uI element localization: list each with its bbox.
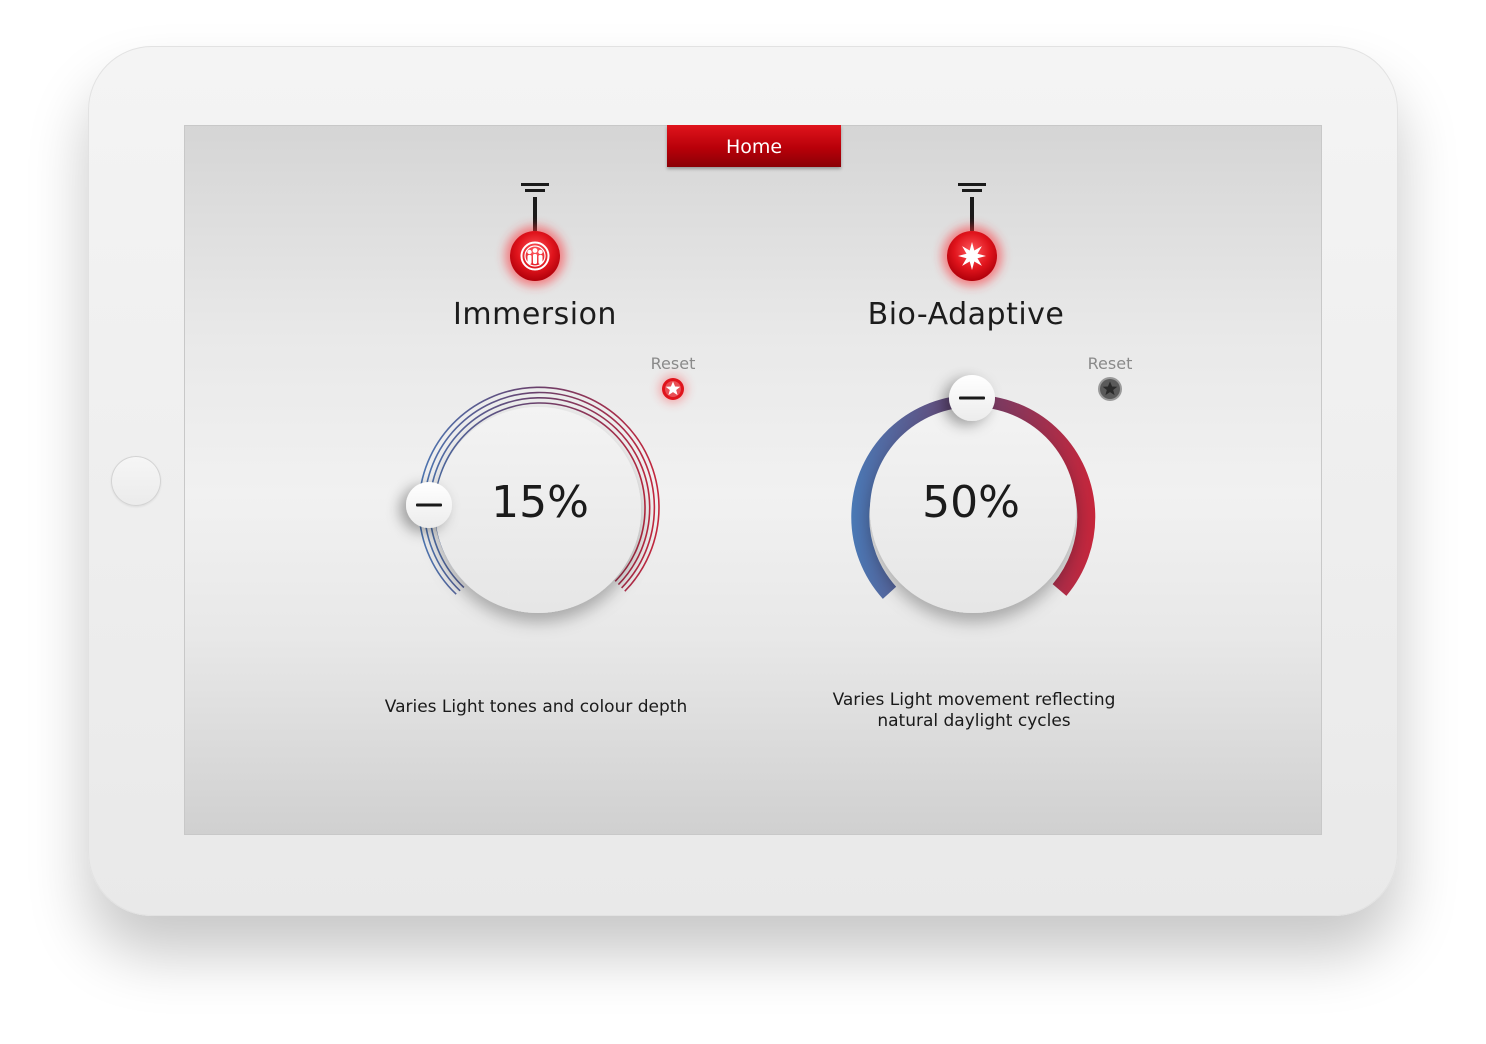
star-icon (665, 381, 681, 396)
bio-adaptive-value: 50% (922, 477, 1020, 528)
immersion-value: 15% (491, 477, 589, 528)
immersion-reset-label[interactable]: Reset (650, 354, 696, 373)
sunburst-icon[interactable] (958, 242, 986, 270)
bio-adaptive-reset-button[interactable] (1098, 377, 1122, 401)
bio-adaptive-description-line2: natural daylight cycles (877, 711, 1071, 731)
bio-adaptive-dial[interactable] (870, 407, 1076, 613)
home-tab[interactable]: Home (667, 125, 841, 167)
immersion-description: Varies Light tones and colour depth (384, 697, 688, 717)
immersion-title: Immersion (453, 297, 617, 332)
immersion-knob[interactable] (406, 482, 452, 528)
minus-icon (416, 503, 442, 507)
bio-adaptive-reset-label[interactable]: Reset (1087, 354, 1133, 373)
immersion-dial[interactable] (435, 407, 641, 613)
immersion-panel (406, 183, 687, 613)
screen-graphics (406, 183, 1122, 613)
bio-adaptive-lamp (942, 183, 1002, 286)
people-group-icon[interactable] (520, 241, 550, 271)
star-icon (1102, 381, 1118, 396)
bio-adaptive-description: Varies Light movement reflecting natural… (774, 690, 1174, 732)
bio-adaptive-title: Bio-Adaptive (867, 297, 1065, 332)
immersion-reset-button[interactable] (659, 375, 687, 403)
screen: Home (184, 125, 1322, 835)
minus-icon (959, 396, 985, 400)
bio-adaptive-knob[interactable] (949, 375, 995, 421)
bio-adaptive-description-line1: Varies Light movement reflecting (832, 690, 1116, 710)
immersion-lamp (505, 183, 565, 286)
hardware-home-button[interactable] (111, 456, 161, 506)
bio-adaptive-panel (851, 183, 1122, 613)
